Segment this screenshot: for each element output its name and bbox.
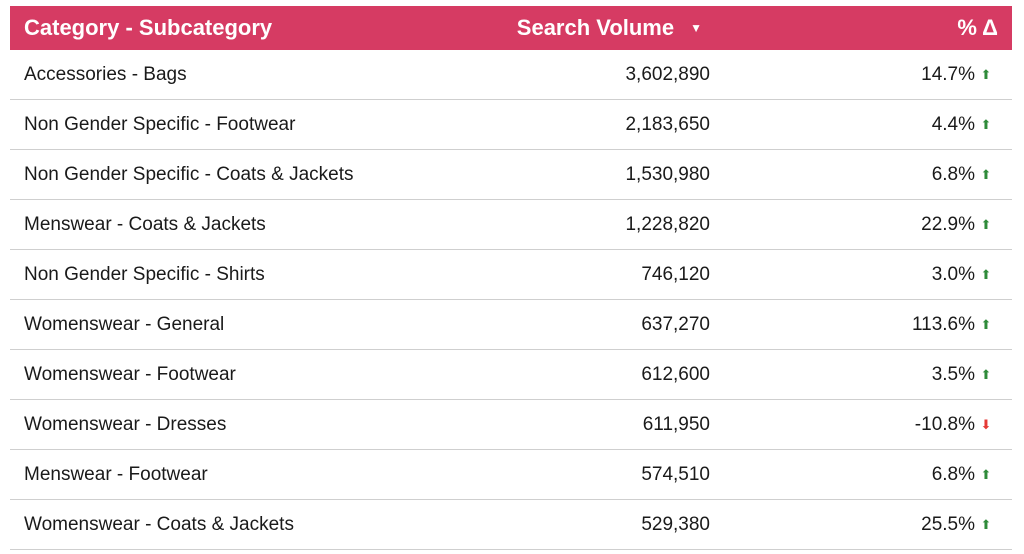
cell-percent-change: 4.4% ⬆ bbox=[710, 114, 1012, 136]
header-percent-change[interactable]: % Δ bbox=[957, 15, 998, 40]
table-row: Menswear - Coats & Jackets 1,228,820 22.9%… bbox=[10, 200, 1012, 250]
data-table: Category - Subcategory Search Volume ▼ %… bbox=[10, 6, 1012, 550]
percent-change-value: 6.8% bbox=[931, 163, 975, 185]
cell-percent-change: 25.5% ⬆ bbox=[710, 514, 1012, 536]
cell-search-volume: 1,228,820 bbox=[625, 213, 710, 235]
cell-category: Non Gender Specific - Footwear bbox=[24, 113, 296, 135]
cell-category: Womenswear - Dresses bbox=[24, 413, 227, 435]
cell-category: Womenswear - Footwear bbox=[24, 363, 236, 385]
header-category[interactable]: Category - Subcategory bbox=[24, 15, 273, 40]
cell-search-volume: 637,270 bbox=[641, 313, 710, 335]
percent-change-value: 3.0% bbox=[931, 263, 975, 285]
header-search-volume-label: Search Volume bbox=[516, 15, 675, 40]
cell-percent-change: 6.8% ⬆ bbox=[710, 164, 1012, 186]
table-row: Accessories - Bags 3,602,890 14.7% ⬆ bbox=[10, 50, 1012, 100]
cell-category: Non Gender Specific - Shirts bbox=[24, 263, 265, 285]
cell-search-volume: 746,120 bbox=[641, 263, 710, 285]
arrow-up-icon: ⬆ bbox=[980, 466, 992, 482]
table-row: Non Gender Specific - Shirts 746,120 3.0% ⬆ bbox=[10, 250, 1012, 300]
cell-category: Womenswear - Coats & Jackets bbox=[24, 513, 294, 535]
arrow-up-icon: ⬆ bbox=[980, 266, 992, 282]
table-row: Womenswear - Dresses 611,950 -10.8% ⬇ bbox=[10, 400, 1012, 450]
arrow-down-icon: ⬇ bbox=[980, 416, 992, 432]
percent-change-value: 4.4% bbox=[931, 113, 975, 135]
cell-search-volume: 529,380 bbox=[641, 513, 710, 535]
cell-percent-change: 14.7% ⬆ bbox=[710, 64, 1012, 86]
cell-search-volume: 612,600 bbox=[641, 363, 710, 385]
cell-percent-change: 3.0% ⬆ bbox=[710, 264, 1012, 286]
cell-search-volume: 3,602,890 bbox=[625, 63, 710, 85]
percent-change-value: -10.8% bbox=[914, 413, 975, 435]
percent-change-value: 113.6% bbox=[911, 313, 975, 335]
table-row: Non Gender Specific - Coats & Jackets 1,5… bbox=[10, 150, 1012, 200]
percent-change-value: 3.5% bbox=[931, 363, 975, 385]
cell-category: Menswear - Coats & Jackets bbox=[24, 213, 266, 235]
percent-change-value: 6.8% bbox=[931, 463, 975, 485]
arrow-up-icon: ⬆ bbox=[980, 66, 992, 82]
cell-category: Accessories - Bags bbox=[24, 63, 187, 85]
table-row: Womenswear - General 637,270 113.6% ⬆ bbox=[10, 300, 1012, 350]
cell-search-volume: 611,950 bbox=[642, 413, 710, 435]
cell-search-volume: 2,183,650 bbox=[625, 113, 710, 135]
cell-percent-change: 3.5% ⬆ bbox=[710, 364, 1012, 386]
cell-percent-change: -10.8% ⬇ bbox=[710, 414, 1012, 436]
cell-category: Womenswear - General bbox=[24, 313, 225, 335]
table-row: Womenswear - Coats & Jackets 529,380 25.5%… bbox=[10, 500, 1012, 550]
cell-percent-change: 113.6% ⬆ bbox=[710, 314, 1012, 336]
arrow-up-icon: ⬆ bbox=[980, 216, 992, 232]
table-row: Non Gender Specific - Footwear 2,183,650 4… bbox=[10, 100, 1012, 150]
cell-category: Menswear - Footwear bbox=[24, 463, 208, 485]
cell-search-volume: 574,510 bbox=[641, 463, 710, 485]
percent-change-value: 25.5% bbox=[921, 513, 975, 535]
percent-change-value: 14.7% bbox=[921, 63, 975, 85]
arrow-up-icon: ⬆ bbox=[980, 316, 992, 332]
arrow-up-icon: ⬆ bbox=[980, 516, 992, 532]
table-body: Accessories - Bags 3,602,890 14.7% ⬆ Non Gen… bbox=[10, 50, 1012, 550]
arrow-up-icon: ⬆ bbox=[980, 366, 992, 382]
header-search-volume[interactable]: Search Volume ▼ bbox=[490, 15, 710, 41]
table-header: Category - Subcategory Search Volume ▼ %… bbox=[10, 6, 1012, 50]
percent-change-value: 22.9% bbox=[921, 213, 975, 235]
table-row: Womenswear - Footwear 612,600 3.5% ⬆ bbox=[10, 350, 1012, 400]
cell-category: Non Gender Specific - Coats & Jackets bbox=[24, 163, 354, 185]
sort-descending-icon[interactable]: ▼ bbox=[690, 21, 702, 35]
cell-percent-change: 22.9% ⬆ bbox=[710, 214, 1012, 236]
cell-search-volume: 1,530,980 bbox=[625, 163, 710, 185]
cell-percent-change: 6.8% ⬆ bbox=[710, 464, 1012, 486]
arrow-up-icon: ⬆ bbox=[980, 116, 992, 132]
table-row: Menswear - Footwear 574,510 6.8% ⬆ bbox=[10, 450, 1012, 500]
arrow-up-icon: ⬆ bbox=[980, 166, 992, 182]
